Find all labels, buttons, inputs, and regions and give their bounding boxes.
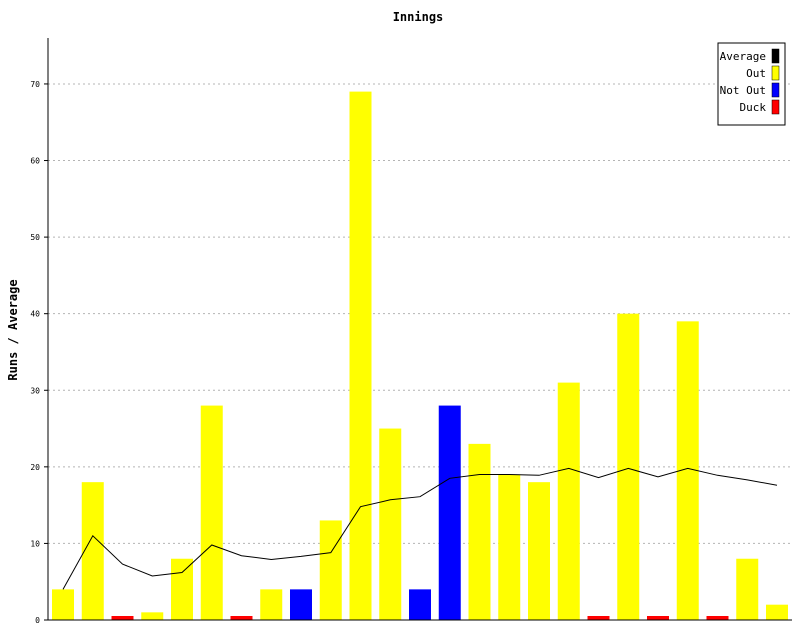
y-tick-label: 50 [30,233,40,242]
legend-label: Out [746,67,766,80]
bar-22 [676,321,699,620]
bar-21 [647,616,669,620]
y-tick-label: 30 [30,386,40,395]
bar-12 [379,428,402,620]
legend-label: Average [720,50,766,63]
y-tick-label: 10 [30,539,40,548]
average-line-group [62,467,778,590]
bar-1 [52,589,74,620]
y-tick-label: 20 [30,463,40,472]
bars [52,91,788,620]
bar-20 [617,313,640,620]
bar-13 [409,589,431,620]
bar-25 [766,604,788,620]
legend-label: Not Out [720,84,766,97]
bar-7 [230,616,253,620]
y-tick-label: 70 [30,80,40,89]
legend-swatch [771,99,780,115]
bar-5 [171,558,193,620]
bar-8 [260,589,283,620]
legend-label: Duck [740,101,767,114]
bar-23 [706,616,729,620]
grid-lines [48,83,792,544]
y-tick-label: 40 [30,310,40,319]
bar-3 [111,616,134,620]
bar-11 [349,91,372,620]
bar-2 [81,482,104,620]
y-axis-label: Runs / Average [6,279,20,380]
bar-9 [290,589,312,620]
bar-14 [438,405,461,620]
y-tick-label: 0 [35,616,40,625]
bar-16 [498,474,521,620]
bar-24 [736,558,759,620]
bar-6 [200,405,223,620]
legend-swatch [771,82,780,98]
bar-10 [319,520,342,620]
bar-19 [587,616,610,620]
y-tick-label: 60 [30,157,40,166]
average-line [62,467,778,590]
bar-17 [528,482,550,620]
y-ticks: 0 10 20 30 40 50 60 70 [30,80,48,625]
bar-15 [468,443,491,620]
legend-swatch [771,65,780,81]
bar-18 [557,382,580,620]
legend: Average Out Not Out Duck [717,42,786,126]
bar-4 [141,612,164,620]
axes [47,38,792,621]
chart-title: Innings [393,10,444,24]
legend-swatch [771,48,780,64]
